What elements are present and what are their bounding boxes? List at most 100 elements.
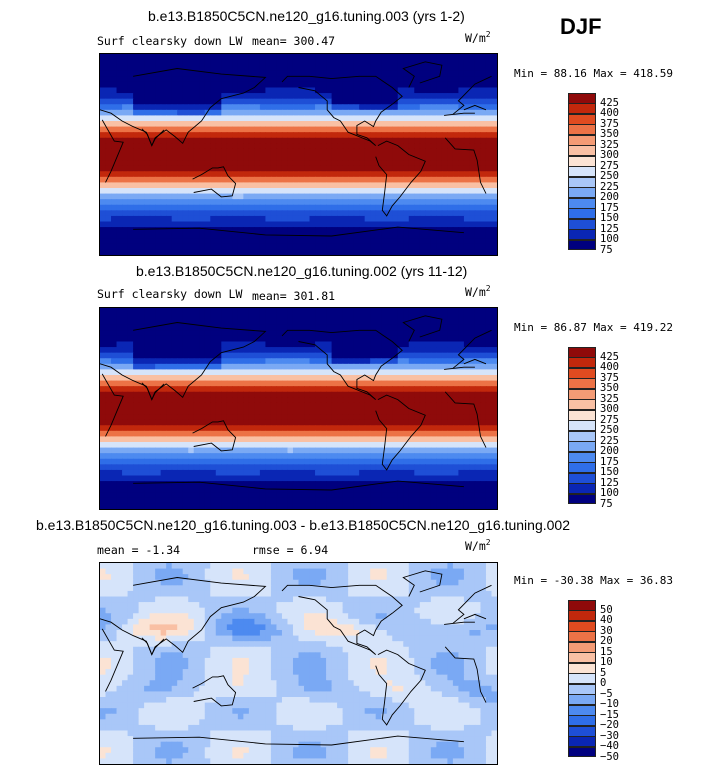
field-cell [392, 238, 399, 245]
field-cell [276, 419, 283, 426]
field-cell [281, 143, 289, 150]
field-cell [177, 341, 184, 348]
field-cell [463, 165, 471, 172]
field-cell [309, 132, 316, 139]
field-cell [116, 475, 123, 482]
field-cell [166, 430, 173, 438]
field-cell [480, 176, 487, 184]
field-cell [480, 436, 487, 443]
field-cell [259, 165, 267, 172]
field-cell [138, 221, 145, 228]
field-cell [276, 402, 283, 410]
field-cell [353, 442, 360, 449]
field-cell [221, 313, 228, 320]
field-cell [127, 436, 134, 443]
field-cell [474, 238, 482, 245]
field-cell [441, 319, 448, 326]
field-cell [304, 347, 311, 354]
field-cell [298, 475, 305, 482]
field-cell [193, 330, 200, 337]
field-cell [116, 249, 123, 255]
field-cell [353, 469, 360, 477]
field-cell [326, 143, 333, 150]
field-cell [425, 414, 432, 421]
field-cell [491, 380, 497, 387]
field-cell [474, 126, 482, 133]
field-cell [359, 391, 366, 398]
field-cell [370, 238, 377, 245]
field-cell [116, 419, 123, 426]
field-cell [221, 391, 228, 398]
field-cell [127, 93, 134, 100]
field-cell [359, 442, 366, 449]
coastline [141, 128, 165, 147]
field-cell [430, 363, 437, 371]
field-cell [204, 188, 211, 195]
field-cell [309, 70, 316, 77]
field-cell [265, 375, 272, 382]
field-cell [243, 199, 250, 206]
field-cell [199, 436, 206, 443]
field-cell [232, 143, 239, 150]
field-cell [441, 397, 448, 404]
field-cell [281, 204, 289, 211]
field-cell [381, 148, 388, 156]
field-cell [463, 148, 471, 156]
field-cell [320, 104, 327, 111]
field-cell [166, 243, 173, 251]
field-cell [160, 215, 167, 223]
field-cell [182, 447, 189, 454]
field-cell [304, 76, 311, 83]
field-cell [480, 363, 487, 371]
field-cell [215, 341, 222, 348]
field-cell [287, 386, 294, 393]
field-cell [166, 313, 173, 320]
field-cell [270, 249, 278, 255]
field-cell [276, 458, 283, 465]
field-cell [171, 308, 178, 315]
field-cell [133, 313, 140, 320]
field-cell [193, 104, 200, 111]
field-cell [309, 391, 316, 398]
field-cell [243, 160, 250, 167]
field-cell [342, 335, 349, 343]
field-cell [182, 76, 189, 83]
field-cell [281, 126, 289, 133]
field-cell [160, 93, 167, 100]
field-cell [397, 308, 404, 315]
field-cell [315, 363, 322, 371]
field-cell [281, 402, 289, 410]
field-cell [298, 104, 305, 111]
field-cell [138, 154, 145, 161]
field-cell [425, 481, 432, 488]
field-cell [171, 425, 178, 432]
field-cell [447, 215, 454, 223]
field-cell [292, 70, 300, 77]
field-cell [232, 486, 239, 493]
field-cell [243, 176, 250, 184]
field-cell [232, 93, 239, 100]
field-cell [155, 324, 162, 331]
field-cell [287, 93, 294, 100]
field-cell [237, 121, 244, 128]
field-cell [326, 475, 333, 482]
field-cell [425, 436, 432, 443]
field-cell [342, 227, 349, 234]
field-cell [447, 238, 454, 245]
field-cell [458, 204, 465, 211]
field-cell [122, 419, 129, 426]
field-cell [458, 132, 465, 139]
field-cell [392, 397, 399, 404]
field-cell [447, 458, 454, 465]
field-cell [485, 330, 493, 337]
field-cell [491, 375, 497, 382]
field-cell [116, 430, 123, 438]
field-cell [469, 375, 476, 382]
field-cell [182, 453, 189, 460]
field-cell [182, 481, 189, 488]
field-cell [480, 352, 487, 359]
field-cell [254, 165, 261, 172]
field-cell [287, 104, 294, 111]
field-cell [342, 380, 349, 387]
field-cell [474, 215, 482, 223]
